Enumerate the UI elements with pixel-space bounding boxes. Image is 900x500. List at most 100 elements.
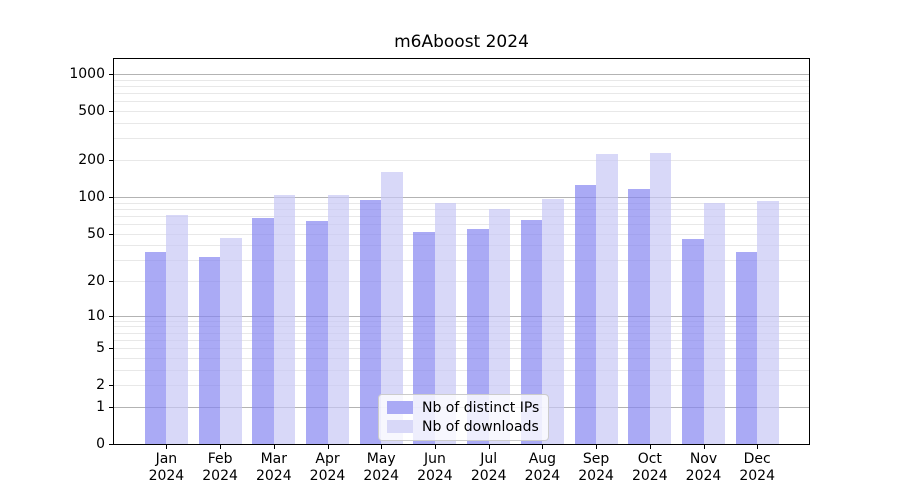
y-tick-label-50: 50 [87, 225, 105, 242]
y-tick-0 [109, 444, 113, 445]
bar-downloads-jan [166, 215, 188, 444]
bar-distinct-ips-nov [682, 239, 704, 444]
gridline-minor [114, 86, 809, 87]
y-tick-5 [109, 348, 113, 350]
gridline-minor [114, 233, 809, 235]
bar-downloads-apr [327, 195, 349, 444]
bar-distinct-ips-may [359, 199, 382, 444]
y-tick-200 [109, 160, 113, 161]
gridline-minor [114, 93, 809, 95]
bar-distinct-ips-jun [413, 232, 435, 444]
x-tick-may [381, 445, 383, 449]
x-tick-mar [273, 445, 275, 449]
x-tick-label-feb: Feb 2024 [202, 451, 238, 484]
bar-downloads-aug [542, 198, 564, 444]
gridline-minor [114, 101, 809, 103]
x-tick-label-oct: Oct 2024 [631, 451, 668, 484]
plot-area: Nb of distinct IPs Nb of downloads Jan 20… [69, 58, 810, 484]
x-tick-feb [220, 445, 222, 449]
bar-downloads-dec [757, 200, 779, 444]
legend-swatch-downloads [387, 420, 413, 433]
x-tick-apr [327, 445, 329, 449]
gridline-minor [114, 326, 809, 328]
x-tick-jun [434, 445, 436, 449]
gridline-minor [114, 245, 809, 247]
bar-downloads-feb [220, 237, 242, 444]
y-tick-label-100: 100 [78, 188, 105, 205]
x-tick-label-mar: Mar 2024 [255, 451, 292, 484]
chart-title: m6Aboost 2024 [394, 32, 529, 52]
x-tick-jul [488, 445, 490, 449]
x-tick-label-dec: Dec 2024 [739, 451, 775, 484]
gridline-minor [114, 215, 809, 217]
y-tick-label-5: 5 [96, 340, 105, 357]
legend-label-distinct-ips: Nb of distinct IPs [422, 399, 540, 416]
x-tick-label-jun: Jun 2024 [417, 451, 453, 484]
bar-distinct-ips-apr [306, 220, 328, 444]
gridline-minor [114, 357, 809, 359]
gridline-minor [114, 111, 809, 113]
gridline-minor [114, 123, 809, 124]
x-tick-label-aug: Aug 2024 [524, 451, 561, 484]
bar-distinct-ips-dec [735, 252, 758, 444]
y-tick-label-20: 20 [87, 273, 105, 289]
y-tick-2 [109, 385, 113, 387]
bar-downloads-nov [703, 202, 725, 444]
y-tick-500 [109, 111, 113, 113]
x-tick-label-nov: Nov 2024 [685, 451, 722, 484]
gridline-minor [114, 202, 809, 204]
y-tick-label-0: 0 [96, 436, 105, 452]
y-tick-label-2: 2 [96, 377, 105, 394]
bar-distinct-ips-mar [252, 218, 274, 444]
bar-downloads-jun [434, 202, 457, 444]
gridline-major [114, 196, 809, 198]
legend-item-distinct-ips: Nb of distinct IPs [387, 399, 539, 416]
x-tick-label-may: May 2024 [363, 451, 399, 484]
y-tick-1 [109, 406, 113, 408]
gridline-major [114, 315, 809, 317]
x-tick-jan [166, 445, 168, 449]
y-tick-20 [109, 281, 113, 282]
legend-swatch-distinct-ips [387, 401, 413, 414]
gridline-minor [114, 320, 809, 322]
x-tick-dec [757, 445, 759, 449]
y-tick-10 [109, 315, 113, 317]
gridline-minor [114, 223, 809, 225]
y-tick-label-10: 10 [87, 307, 105, 324]
legend-item-downloads: Nb of downloads [387, 418, 539, 435]
bar-downloads-jul [488, 208, 511, 444]
gridline-minor [114, 332, 809, 334]
x-tick-label-jan: Jan 2024 [148, 451, 185, 484]
x-tick-label-apr: Apr 2024 [309, 451, 346, 484]
bar-downloads-sep [596, 153, 618, 444]
bar-distinct-ips-feb [198, 256, 221, 444]
legend-label-downloads: Nb of downloads [422, 418, 539, 435]
bar-downloads-oct [649, 153, 672, 444]
bar-distinct-ips-jan [144, 252, 167, 444]
bar-downloads-mar [273, 195, 296, 444]
x-tick-label-sep: Sep 2024 [578, 451, 614, 484]
gridline-minor [114, 339, 809, 341]
y-tick-label-500: 500 [78, 103, 105, 120]
x-tick-label-jul: Jul 2024 [470, 451, 507, 484]
y-tick-1000 [109, 74, 113, 75]
bar-distinct-ips-sep [574, 185, 597, 444]
x-tick-nov [703, 445, 705, 449]
bar-distinct-ips-oct [628, 188, 650, 444]
gridline-minor [114, 208, 809, 210]
y-tick-label-1000: 1000 [69, 66, 105, 82]
gridline-minor [114, 160, 809, 161]
gridline-minor [114, 348, 809, 350]
x-tick-oct [649, 445, 651, 449]
y-tick-label-200: 200 [78, 152, 105, 168]
bar-distinct-ips-aug [520, 219, 543, 444]
gridline-minor [114, 369, 809, 371]
bar-downloads-may [381, 171, 403, 444]
gridline-minor [114, 281, 809, 282]
legend: Nb of distinct IPs Nb of downloads [378, 394, 550, 441]
bar-distinct-ips-jul [467, 229, 489, 444]
y-tick-100 [109, 196, 113, 198]
y-tick-label-1: 1 [96, 398, 105, 415]
gridline-minor [114, 385, 809, 387]
